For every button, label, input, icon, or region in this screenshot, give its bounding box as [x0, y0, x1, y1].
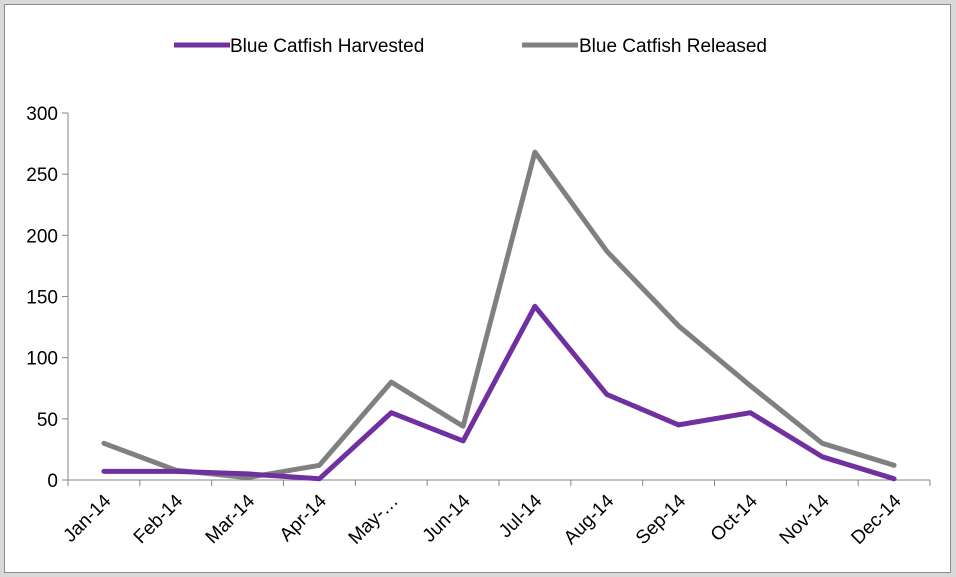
- x-tick-label: Apr-14: [276, 490, 331, 545]
- x-tick-label: May-…: [345, 491, 403, 549]
- chart-legend: Blue Catfish Harvested Blue Catfish Relea…: [174, 36, 767, 57]
- series-line: [101, 303, 897, 482]
- x-tick-label: Dec-14: [847, 490, 905, 548]
- x-tick-label: Feb-14: [130, 490, 188, 548]
- x-tick-label: Jun-14: [419, 490, 475, 546]
- y-tick-label: 250: [26, 165, 58, 186]
- y-tick-label: 50: [37, 410, 58, 431]
- legend-label: Blue Catfish Harvested: [230, 36, 424, 57]
- y-tick-label: 300: [26, 104, 58, 125]
- y-tick-label: 100: [26, 349, 58, 370]
- x-tick-label: Oct-14: [707, 490, 762, 545]
- chart-series: [101, 149, 897, 482]
- x-tick-label: Jan-14: [60, 490, 116, 546]
- x-tick-label: Sep-14: [632, 490, 690, 548]
- x-tick-label: Jul-14: [495, 490, 547, 542]
- y-tick-label: 0: [47, 471, 58, 492]
- y-tick-label: 150: [26, 288, 58, 309]
- x-tick-label: Mar-14: [202, 490, 260, 548]
- legend-label: Blue Catfish Released: [579, 36, 767, 57]
- x-tick-label: Aug-14: [560, 490, 618, 548]
- chart-axes: 0 50 100 150 200 250 300 Jan-14 Feb-14 Mar-14 Apr-…: [26, 104, 931, 549]
- series-line: [101, 149, 897, 481]
- x-tick-label: Nov-14: [776, 490, 834, 548]
- chart-frame: [4, 4, 951, 573]
- y-tick-label: 200: [26, 226, 58, 247]
